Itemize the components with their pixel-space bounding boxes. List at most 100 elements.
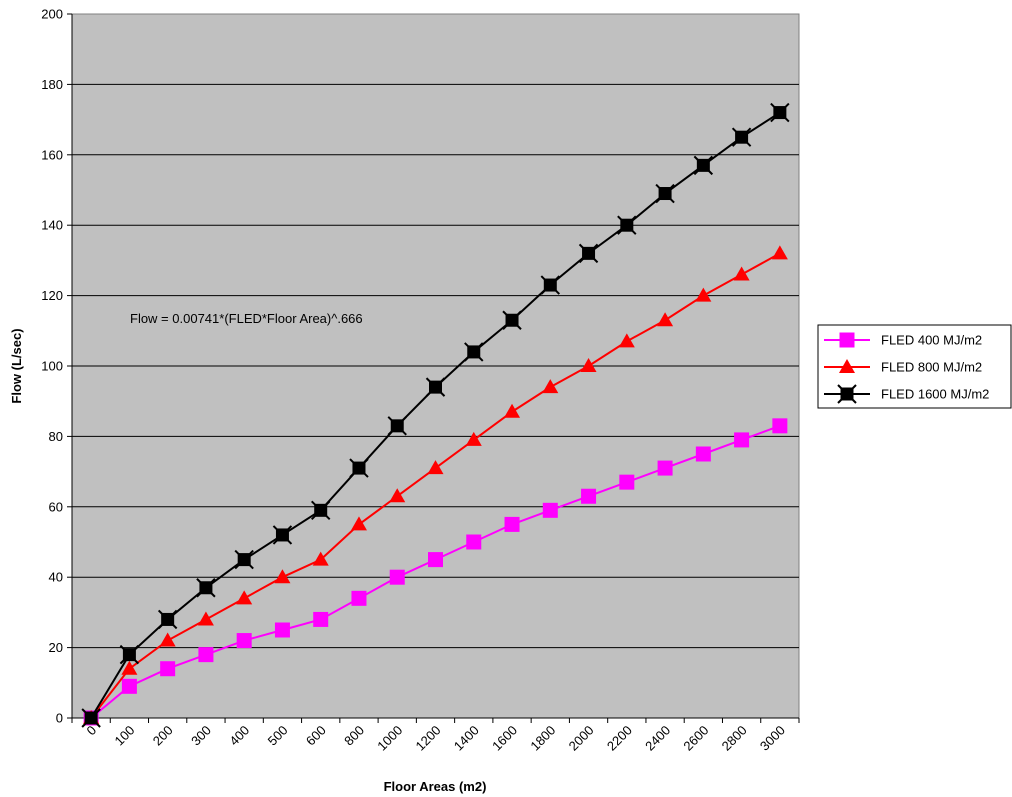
formula-annotation: Flow = 0.00741*(FLED*Floor Area)^.666 bbox=[130, 311, 363, 326]
x-tick-label: 300 bbox=[188, 723, 214, 749]
data-point-cross bbox=[272, 525, 293, 545]
data-point bbox=[159, 632, 176, 647]
data-point bbox=[657, 460, 673, 476]
data-point bbox=[351, 590, 367, 606]
data-point-cross bbox=[425, 377, 446, 397]
data-point-cross bbox=[81, 708, 101, 728]
data-point-cross bbox=[157, 609, 178, 630]
x-tick-label: 600 bbox=[303, 723, 329, 749]
data-point bbox=[350, 516, 367, 531]
x-tick-label: 800 bbox=[341, 723, 367, 749]
data-point bbox=[121, 660, 138, 675]
data-point bbox=[313, 611, 329, 627]
data-point bbox=[504, 516, 520, 532]
series-2 bbox=[83, 245, 788, 724]
data-point-cross bbox=[578, 243, 599, 264]
data-point bbox=[465, 431, 482, 446]
data-point bbox=[427, 460, 444, 475]
y-tick-label: 100 bbox=[41, 359, 63, 374]
data-point bbox=[196, 578, 216, 598]
data-point bbox=[657, 312, 674, 327]
data-point bbox=[619, 474, 635, 490]
y-tick-label: 160 bbox=[41, 147, 63, 162]
data-point bbox=[272, 525, 293, 545]
data-point bbox=[387, 416, 407, 436]
data-point-cross bbox=[837, 384, 857, 404]
data-point bbox=[731, 127, 752, 147]
data-point bbox=[121, 678, 137, 694]
legend-label: FLED 800 MJ/m2 bbox=[881, 360, 982, 375]
data-point bbox=[157, 609, 178, 630]
x-tick-label: 2800 bbox=[719, 723, 750, 754]
data-point bbox=[655, 183, 675, 204]
data-point bbox=[837, 384, 857, 404]
y-tick-label: 40 bbox=[49, 570, 63, 585]
x-tick-label: 3000 bbox=[757, 723, 788, 754]
x-tick-label: 1000 bbox=[374, 723, 405, 754]
data-point bbox=[197, 611, 214, 626]
data-point bbox=[770, 102, 790, 123]
data-point bbox=[695, 446, 711, 462]
x-tick-label: 100 bbox=[112, 723, 138, 749]
data-point bbox=[734, 432, 750, 448]
data-point-cross bbox=[540, 275, 560, 295]
data-point-cross bbox=[349, 458, 369, 478]
data-point-cross bbox=[731, 127, 752, 147]
data-point bbox=[274, 569, 291, 584]
data-point bbox=[580, 358, 597, 372]
data-point bbox=[581, 488, 597, 504]
legend-label: FLED 1600 MJ/m2 bbox=[881, 387, 989, 402]
data-point bbox=[504, 403, 521, 418]
y-tick-label: 80 bbox=[49, 429, 63, 444]
y-tick-label: 200 bbox=[41, 7, 63, 22]
data-point-cross bbox=[119, 644, 140, 665]
y-tick-label: 20 bbox=[49, 640, 63, 655]
data-point bbox=[540, 275, 560, 295]
x-tick-label: 1200 bbox=[413, 723, 444, 754]
data-point-cross bbox=[311, 500, 331, 521]
y-axis-ticks: 0 20 40 60 80 100 120 140 160 180 200 bbox=[41, 7, 72, 726]
data-point bbox=[428, 552, 443, 568]
data-point bbox=[542, 502, 558, 518]
data-point bbox=[234, 549, 254, 570]
legend-label: FLED 400 MJ/m2 bbox=[881, 333, 982, 348]
gridlines bbox=[72, 83, 799, 649]
data-point bbox=[464, 342, 484, 362]
data-point bbox=[81, 708, 101, 728]
data-point bbox=[502, 310, 522, 330]
data-point bbox=[772, 418, 788, 434]
data-point bbox=[198, 647, 214, 663]
data-point bbox=[160, 661, 176, 677]
y-tick-label: 0 bbox=[56, 711, 63, 726]
data-point bbox=[312, 551, 329, 566]
x-tick-label: 2600 bbox=[680, 723, 711, 754]
data-point bbox=[466, 534, 482, 550]
data-point-cross bbox=[770, 102, 790, 123]
data-point bbox=[693, 155, 714, 176]
data-point-cross bbox=[464, 342, 484, 362]
data-point bbox=[236, 590, 253, 605]
data-point-cross bbox=[196, 578, 216, 598]
x-tick-label: 400 bbox=[226, 723, 252, 749]
data-point bbox=[389, 569, 405, 585]
x-tick-label: 500 bbox=[265, 723, 291, 749]
x-tick-label: 2000 bbox=[566, 723, 597, 754]
series-3 bbox=[81, 102, 790, 728]
data-point bbox=[617, 215, 637, 235]
data-point-cross bbox=[693, 155, 714, 176]
data-point-cross bbox=[234, 549, 254, 570]
data-point-cross bbox=[617, 215, 637, 235]
series-layer bbox=[81, 102, 790, 728]
y-tick-label: 180 bbox=[41, 77, 63, 92]
x-tick-label: 1400 bbox=[451, 723, 482, 754]
data-point bbox=[839, 332, 855, 348]
data-point-cross bbox=[387, 416, 407, 436]
data-point bbox=[695, 287, 712, 302]
data-point-cross bbox=[502, 310, 522, 330]
data-point bbox=[274, 622, 290, 638]
data-point bbox=[349, 458, 369, 478]
data-point bbox=[119, 644, 140, 665]
legend: FLED 400 MJ/m2 FLED 800 MJ/m2 FLED 1600 MJ… bbox=[817, 324, 1012, 409]
data-point bbox=[311, 500, 331, 521]
